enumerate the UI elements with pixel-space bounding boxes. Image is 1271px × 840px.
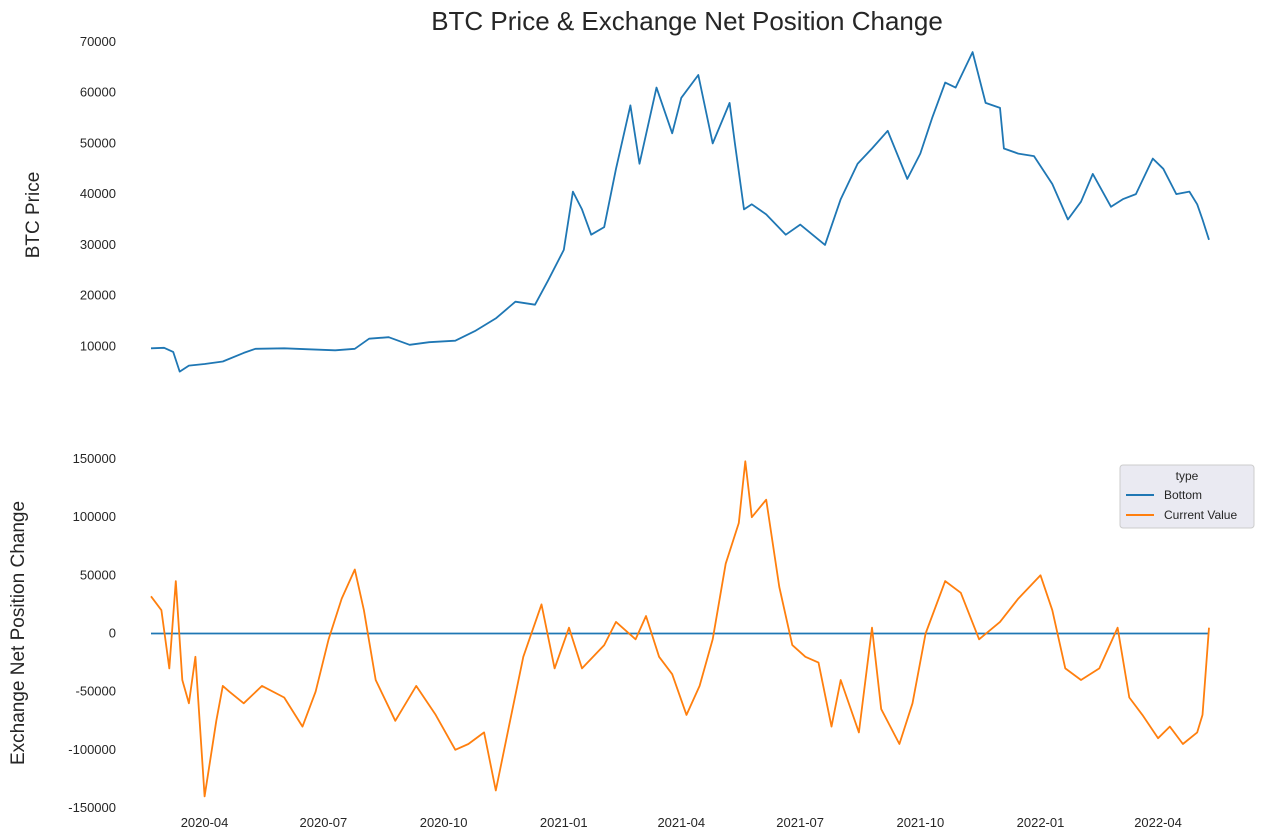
price-y-tick-label: 70000 — [80, 34, 116, 49]
x-tick-label: 2020-07 — [300, 815, 348, 830]
position-y-tick-label: -100000 — [68, 742, 116, 757]
price-y-ticks: 10000 20000 30000 40000 50000 60000 70000 — [80, 34, 116, 353]
position-y-tick-label: 100000 — [73, 509, 116, 524]
x-tick-label: 2021-10 — [896, 815, 944, 830]
position-plot-area — [150, 460, 1210, 798]
position-series-current-value — [150, 460, 1210, 798]
x-tick-label: 2022-01 — [1017, 815, 1065, 830]
price-y-axis-label: BTC Price — [23, 172, 44, 259]
price-y-tick-label: 20000 — [80, 288, 116, 303]
x-tick-label: 2021-04 — [657, 815, 705, 830]
position-y-tick-label: 0 — [109, 626, 116, 641]
price-plot-area — [150, 51, 1210, 373]
chart-title: BTC Price & Exchange Net Position Change — [431, 6, 943, 36]
legend-label-bottom: Bottom — [1164, 488, 1202, 502]
position-y-ticks: 150000 100000 50000 0 -50000 -100000 -150000 — [68, 451, 116, 815]
price-y-tick-label: 60000 — [80, 85, 116, 100]
legend: type Bottom Current Value — [1119, 464, 1255, 529]
x-tick-label: 2021-01 — [540, 815, 588, 830]
legend-label-current-value: Current Value — [1164, 508, 1237, 522]
position-y-tick-label: 150000 — [73, 451, 116, 466]
price-y-tick-label: 10000 — [80, 338, 116, 353]
position-y-tick-label: -150000 — [68, 800, 116, 815]
x-tick-label: 2021-07 — [776, 815, 824, 830]
position-y-tick-label: 50000 — [80, 567, 116, 582]
x-tick-label: 2022-04 — [1134, 815, 1182, 830]
price-series-price — [150, 51, 1210, 373]
price-y-tick-label: 40000 — [80, 186, 116, 201]
price-y-tick-label: 30000 — [80, 237, 116, 252]
x-tick-label: 2020-04 — [181, 815, 229, 830]
legend-box — [1119, 464, 1255, 529]
position-y-axis-label: Exchange Net Position Change — [8, 501, 29, 765]
x-tick-label: 2020-10 — [420, 815, 468, 830]
x-ticks: 2020-04 2020-07 2020-10 2021-01 2021-04 2021-… — [181, 815, 1182, 830]
legend-title: type — [1176, 469, 1199, 483]
price-y-tick-label: 50000 — [80, 135, 116, 150]
position-y-tick-label: -50000 — [76, 684, 116, 699]
